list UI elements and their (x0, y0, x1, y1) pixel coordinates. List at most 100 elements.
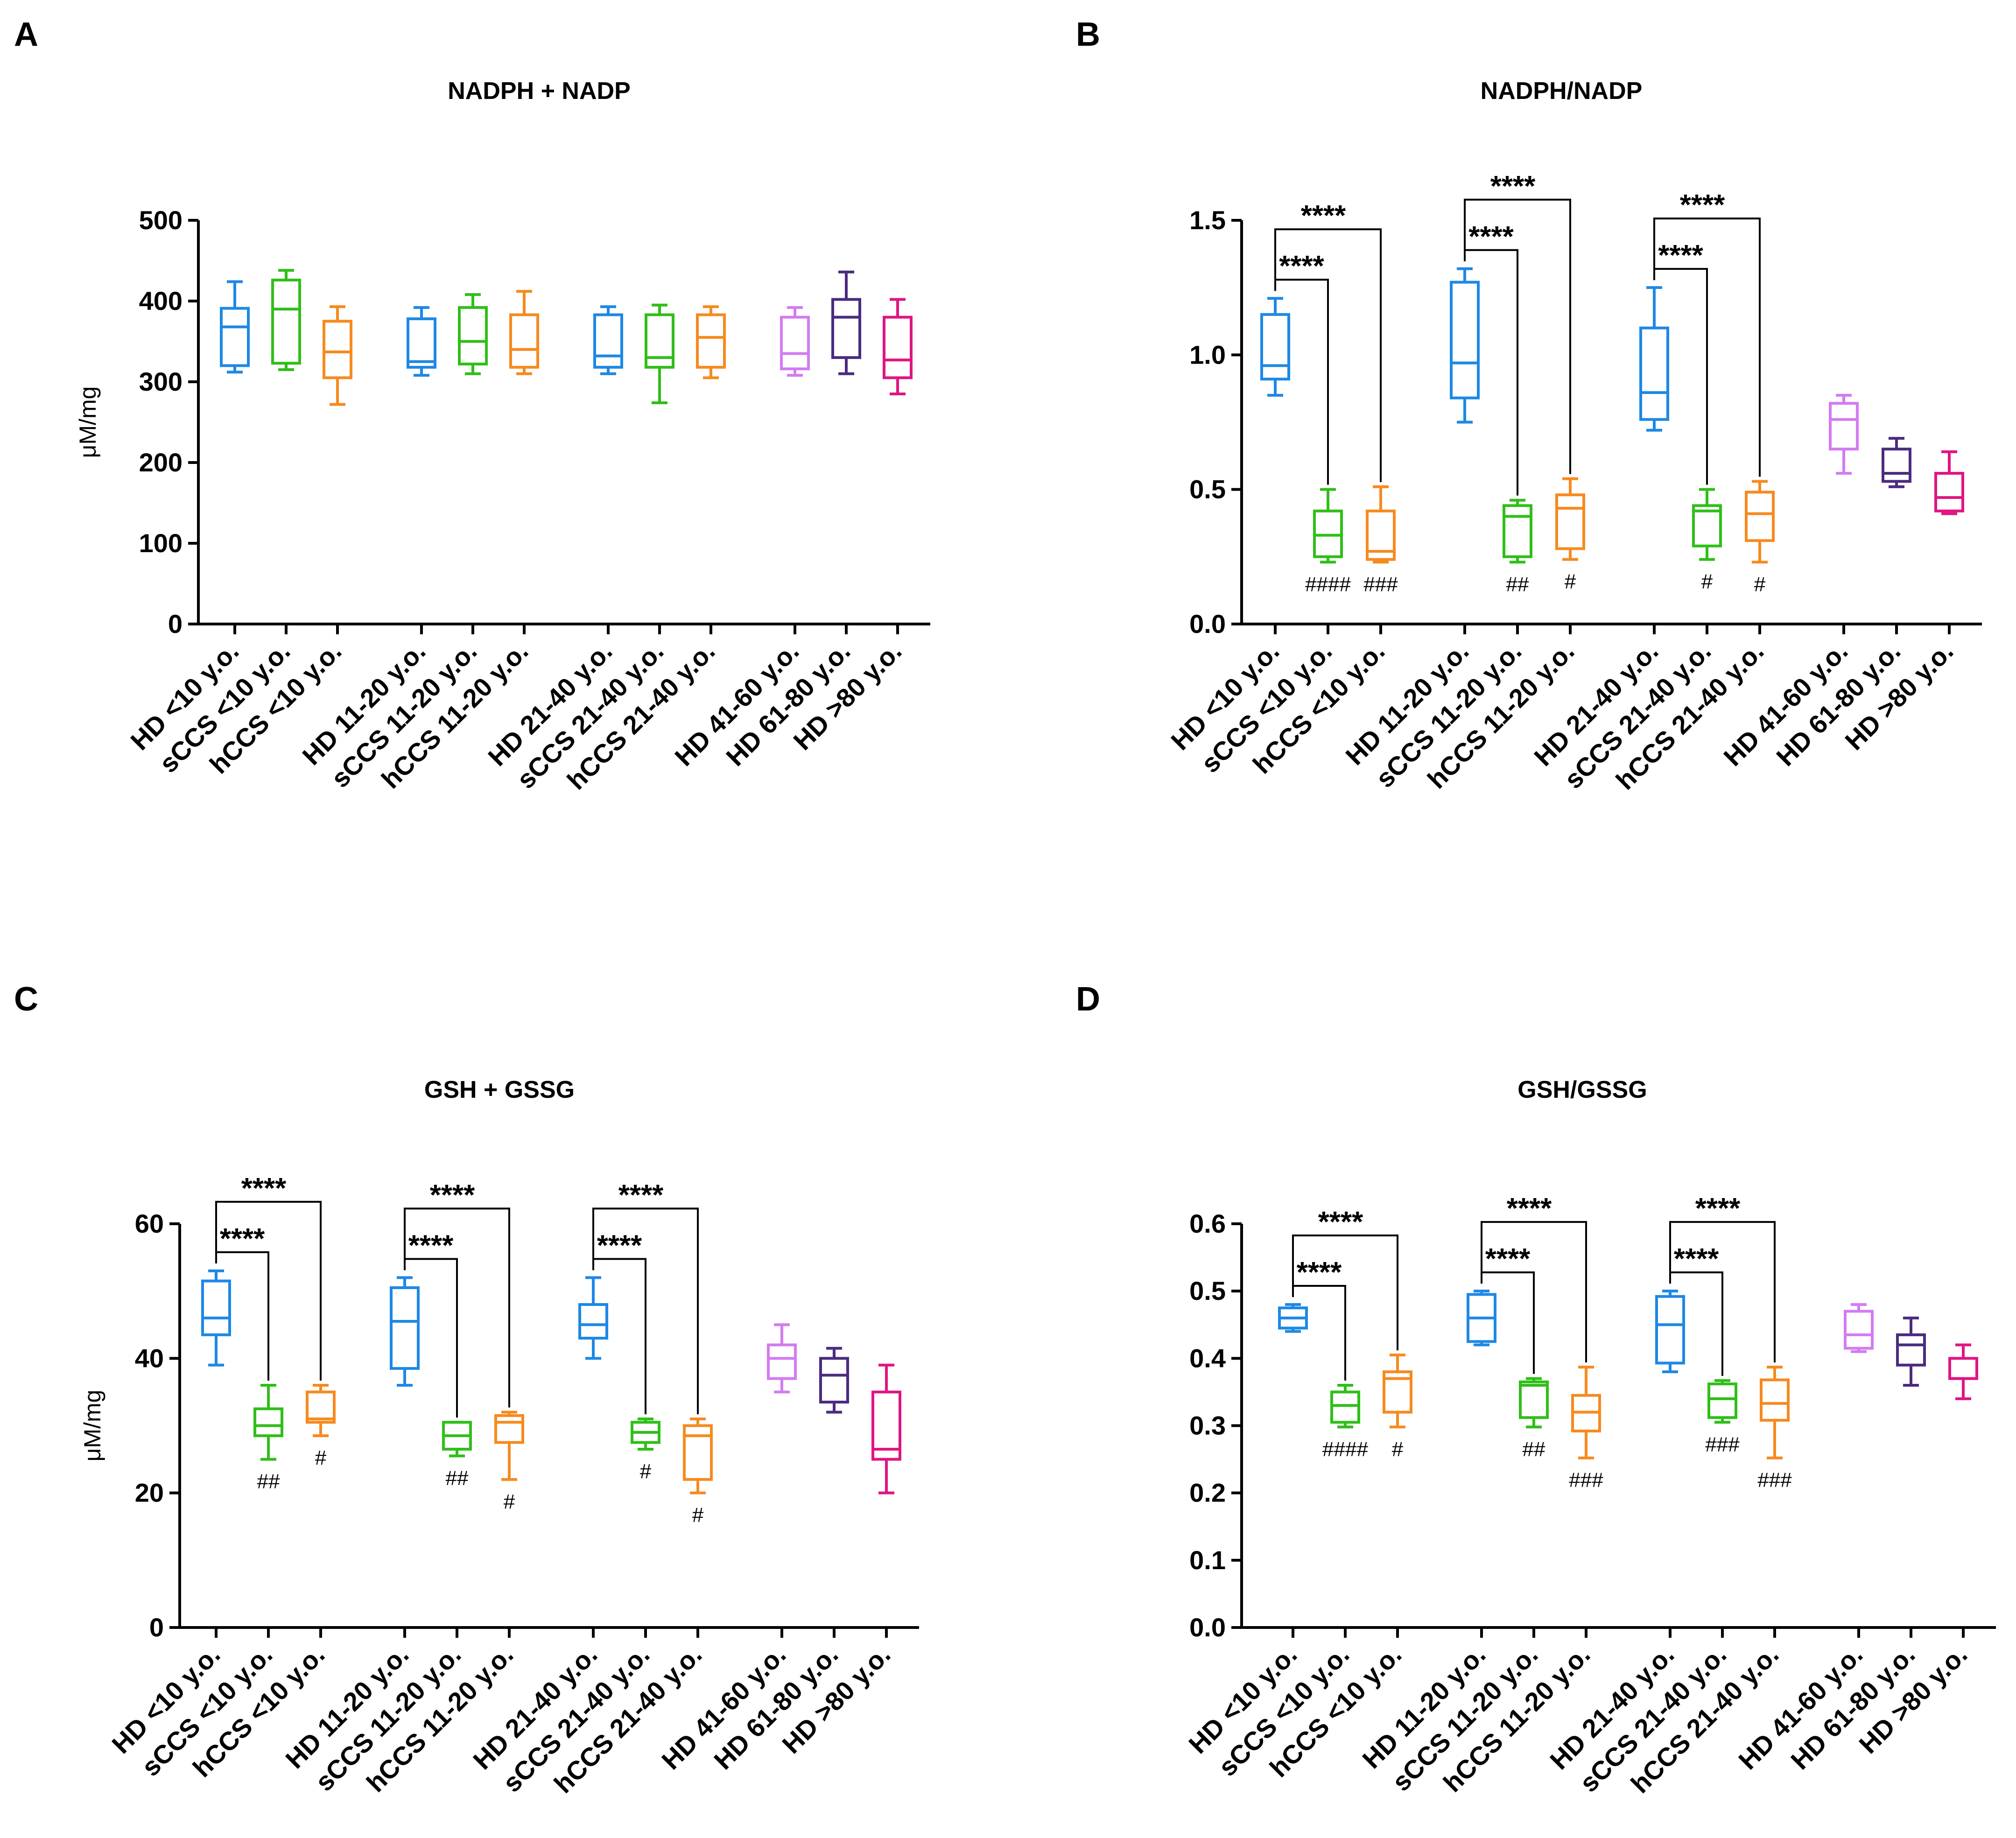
box-plot (1450, 267, 1480, 424)
box-iqr (458, 306, 488, 365)
box-iqr (578, 1303, 608, 1340)
significance-label: **** (1318, 1206, 1363, 1238)
hash-significance-label: ### (1757, 1469, 1792, 1492)
box-plot (1745, 480, 1775, 564)
box-plot (683, 1417, 713, 1494)
y-tick-label: 20 (135, 1478, 164, 1508)
hash-significance-label: # (1565, 570, 1576, 593)
significance-bracket (1464, 249, 1518, 496)
y-tick-label: 0 (149, 1613, 164, 1642)
y-axis-label: μM/mg (79, 1390, 105, 1462)
significance-label: **** (220, 1223, 265, 1255)
significance-bracket (1274, 228, 1382, 482)
box-plot (1707, 1379, 1737, 1424)
box-iqr (780, 316, 810, 371)
hash-significance-label: # (1754, 573, 1766, 596)
box-iqr (871, 1390, 901, 1461)
significance-bracket (1274, 279, 1329, 485)
box-iqr (1829, 402, 1859, 451)
y-tick-label: 60 (135, 1209, 164, 1238)
box-iqr (819, 1357, 849, 1404)
box-iqr (1519, 1380, 1549, 1419)
box-iqr (683, 1424, 713, 1481)
significance-label: **** (1301, 200, 1346, 232)
chart-title-c: GSH + GSSG (424, 1076, 575, 1103)
box-iqr (883, 316, 913, 379)
box-iqr (306, 1390, 336, 1424)
significance-bracket (1464, 198, 1571, 474)
box-iqr (1639, 326, 1669, 421)
box-iqr (1555, 493, 1585, 550)
box-iqr (1707, 1382, 1737, 1419)
panel-letter-a: A (14, 16, 38, 53)
box-iqr (1330, 1390, 1360, 1424)
plot-area-b: 0.00.51.01.5HD <10 y.o.sCCS <10 y.o.hCCS… (1165, 170, 1982, 795)
box-iqr (696, 313, 726, 369)
box-plot (645, 303, 674, 404)
y-tick-label: 0.2 (1189, 1478, 1226, 1508)
box-plot (1896, 1316, 1926, 1387)
y-tick-label: 300 (139, 367, 183, 396)
box-plot (1934, 450, 1964, 515)
significance-label: **** (618, 1179, 664, 1211)
box-iqr (1260, 313, 1290, 381)
significance-bracket (1669, 1221, 1776, 1363)
box-plot (1844, 1303, 1874, 1353)
box-plot (1330, 1384, 1360, 1429)
y-tick-label: 0.5 (1189, 1276, 1226, 1305)
panel-d: D GSH/GSSG 0.00.10.20.30.40.50.6HD <10 y… (1076, 981, 1996, 1799)
significance-bracket (1653, 268, 1708, 485)
box-plot (458, 293, 488, 375)
panel-letter-c: C (14, 981, 38, 1018)
box-iqr (1366, 509, 1396, 561)
y-axis-label: μM/mg (75, 386, 101, 458)
significance-bracket (1481, 1221, 1587, 1363)
box-plot (1948, 1343, 1978, 1400)
box-plot (1467, 1290, 1496, 1347)
box-plot (442, 1421, 472, 1458)
significance-label: **** (1490, 170, 1536, 203)
y-tick-label: 0.0 (1189, 1613, 1226, 1642)
hash-significance-label: #### (1322, 1438, 1368, 1460)
box-iqr (1450, 281, 1480, 400)
box-iqr (1383, 1370, 1412, 1414)
box-plot (1519, 1377, 1549, 1429)
box-iqr (1844, 1310, 1874, 1350)
hash-significance-label: # (315, 1446, 327, 1469)
y-tick-label: 0.5 (1189, 475, 1226, 504)
box-iqr (767, 1343, 797, 1380)
box-plot (1366, 485, 1396, 564)
significance-label: **** (1507, 1193, 1552, 1225)
box-iqr (1692, 504, 1722, 547)
significance-label: **** (1468, 221, 1514, 253)
box-iqr (1655, 1295, 1685, 1365)
box-plot (390, 1276, 420, 1387)
box-plot (1639, 286, 1669, 432)
box-plot (323, 305, 352, 406)
y-tick-label: 500 (139, 205, 183, 235)
box-iqr (390, 1286, 420, 1370)
box-plot (253, 1384, 283, 1461)
hash-significance-label: #### (1305, 573, 1351, 596)
box-plot (1692, 488, 1722, 561)
significance-label: **** (1297, 1256, 1342, 1289)
box-plot (819, 1347, 849, 1414)
significance-bracket (1292, 1285, 1346, 1381)
significance-bracket (1481, 1271, 1535, 1374)
hash-significance-label: ### (1363, 573, 1398, 596)
box-iqr (407, 317, 436, 369)
y-tick-label: 0.1 (1189, 1545, 1226, 1575)
significance-bracket (592, 1258, 646, 1415)
plot-area-d: 0.00.10.20.30.40.50.6HD <10 y.o.sCCS <10… (1183, 1193, 1996, 1799)
box-iqr (1745, 491, 1775, 542)
box-iqr (1948, 1357, 1978, 1380)
hash-significance-label: # (1392, 1438, 1404, 1460)
box-plot (306, 1384, 336, 1438)
box-plot (1571, 1366, 1601, 1459)
significance-label: **** (1680, 189, 1725, 221)
y-tick-label: 40 (135, 1343, 164, 1373)
box-iqr (1934, 472, 1964, 512)
hash-significance-label: # (692, 1504, 704, 1527)
